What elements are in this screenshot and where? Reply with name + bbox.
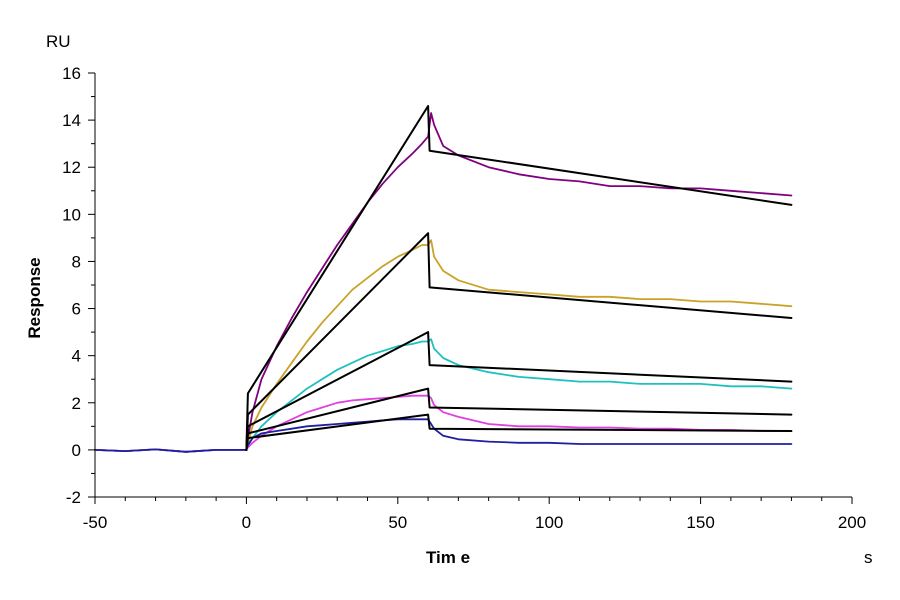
response-curve-4 [94, 418, 793, 453]
y-tick-label: 2 [72, 394, 81, 413]
y-axis-unit: RU [46, 32, 71, 51]
y-tick-label: 8 [72, 252, 81, 271]
y-tick-label: 0 [72, 441, 81, 460]
y-axis-title: Response [25, 257, 44, 338]
x-tick-label: 200 [838, 513, 866, 532]
x-tick-label: 100 [535, 513, 563, 532]
y-tick-label: -2 [66, 488, 81, 507]
fit-curve-9 [245, 413, 793, 451]
y-tick-label: 10 [62, 205, 81, 224]
series-layer [94, 105, 793, 453]
fit-curve-5 [245, 105, 793, 451]
y-tick-label: 6 [72, 300, 81, 319]
y-tick-label: 12 [62, 158, 81, 177]
x-tick-label: 150 [686, 513, 714, 532]
y-tick-label: 4 [72, 347, 81, 366]
x-axis-title: Tim e [426, 548, 470, 567]
x-axis-unit: s [864, 548, 873, 567]
y-tick-label: 16 [62, 64, 81, 83]
ticks-layer: -2 0 2 4 6 8 10 12 14 16 -50 0 50 100 150 200 [62, 64, 866, 532]
x-tick-label: -50 [83, 513, 108, 532]
response-curve-0 [94, 112, 793, 453]
x-tick-label: 50 [388, 513, 407, 532]
x-tick-label: 0 [242, 513, 251, 532]
fit-curve-7 [245, 331, 793, 451]
fit-curve-8 [245, 387, 793, 451]
response-curve-1 [94, 239, 793, 453]
y-tick-label: 14 [62, 111, 81, 130]
